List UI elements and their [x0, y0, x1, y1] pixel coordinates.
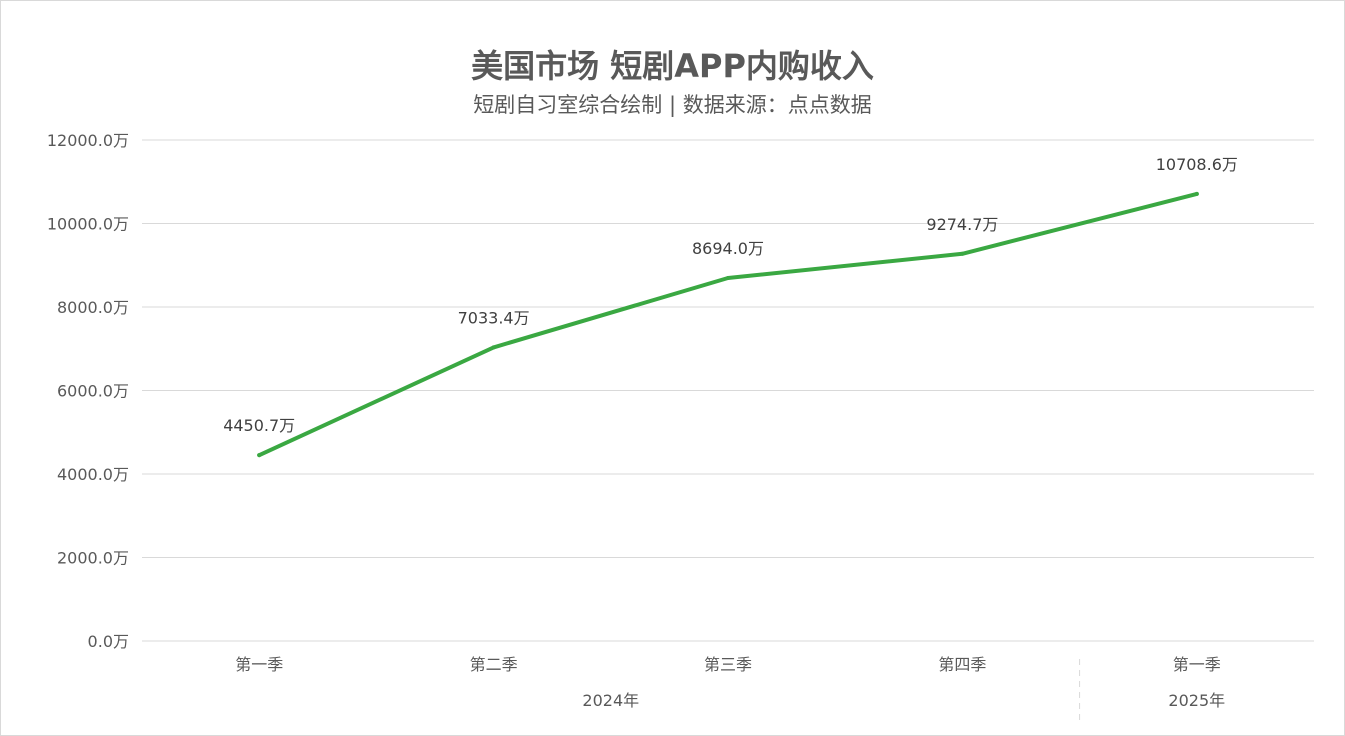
- series-line: [257, 191, 1199, 458]
- y-tick-label: 10000.0万: [47, 215, 129, 234]
- chart-subtitle: 短剧自习室综合绘制 | 数据来源：点点数据: [473, 93, 872, 117]
- data-label: 8694.0万: [692, 239, 764, 258]
- data-point: [726, 276, 730, 281]
- data-point: [491, 345, 496, 350]
- data-point: [257, 453, 262, 458]
- x-tick-label: 第一季: [235, 655, 283, 674]
- x-tick-label: 第四季: [938, 655, 986, 674]
- y-tick-label: 12000.0万: [47, 131, 129, 150]
- x-tick-label: 第一季: [1173, 655, 1221, 674]
- data-point: [960, 251, 965, 256]
- y-tick-label: 6000.0万: [57, 382, 129, 401]
- data-point: [1194, 191, 1199, 196]
- y-tick-label: 4000.0万: [57, 465, 129, 484]
- chart-title: 美国市场 短剧APP内购收入: [471, 47, 874, 85]
- x-tick-label: 第二季: [470, 655, 518, 674]
- x-group-label: 2024年: [582, 691, 639, 710]
- y-tick-label: 2000.0万: [57, 549, 129, 568]
- data-label: 10708.6万: [1156, 155, 1238, 174]
- y-tick-label: 8000.0万: [57, 298, 129, 317]
- data-label: 7033.4万: [458, 308, 530, 327]
- x-group-label: 2025年: [1168, 691, 1225, 710]
- data-label: 4450.7万: [223, 416, 295, 435]
- x-tick-label: 第三季: [704, 655, 752, 674]
- y-tick-label: 0.0万: [88, 632, 129, 651]
- data-label: 9274.7万: [926, 215, 998, 234]
